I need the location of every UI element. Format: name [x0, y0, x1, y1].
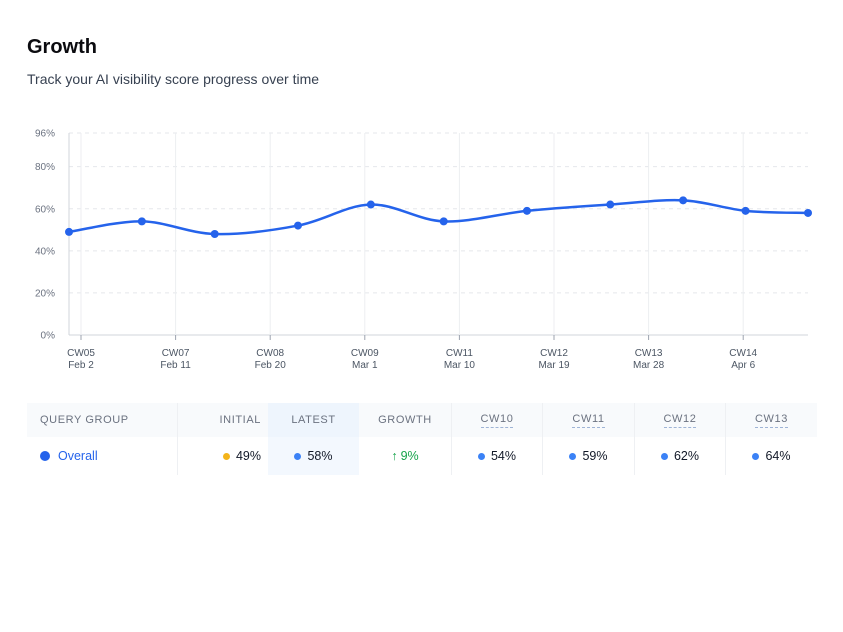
data-point	[65, 227, 73, 236]
header-week-4-label[interactable]: CW13	[755, 413, 788, 428]
data-point	[741, 206, 750, 215]
header-week-2[interactable]: CW11	[542, 403, 634, 437]
x-tick-week-label: CW05	[67, 348, 95, 359]
data-point	[522, 206, 531, 215]
header-week-4[interactable]: CW13	[725, 403, 817, 437]
header-week-1-label[interactable]: CW10	[480, 413, 514, 428]
x-tick-week-label: CW14	[729, 348, 757, 359]
y-tick-label: 40%	[35, 246, 55, 257]
x-tick-week-label: CW08	[256, 348, 284, 359]
header-week-3[interactable]: CW12	[634, 403, 725, 437]
x-tick-date-label: Mar 19	[538, 360, 570, 371]
x-tick-date-label: Mar 10	[444, 360, 476, 371]
x-tick-date-label: Apr 6	[731, 360, 755, 371]
week-4-value: 64%	[765, 449, 791, 463]
data-point	[606, 200, 615, 209]
header-week-3-label[interactable]: CW12	[663, 413, 697, 428]
data-point	[293, 221, 302, 230]
y-tick-label: 20%	[35, 288, 55, 299]
header-latest[interactable]: LATEST	[268, 403, 359, 437]
page-title: Growth	[27, 36, 97, 58]
x-tick-date-label: Mar 1	[352, 360, 378, 371]
row-week-4-cell: 64%	[725, 437, 817, 475]
group-color-dot	[40, 451, 50, 461]
data-point	[439, 217, 448, 226]
series-line	[67, 198, 810, 236]
week-1-value: 54%	[490, 449, 517, 463]
x-tick-week-label: CW12	[540, 348, 568, 359]
header-week-1[interactable]: CW10	[451, 403, 542, 437]
page-subtitle: Track your AI visibility score progress …	[27, 71, 320, 87]
x-tick-week-label: CW13	[635, 348, 663, 359]
growth-value: 9%	[400, 449, 419, 463]
header-growth[interactable]: GROWTH	[359, 403, 451, 437]
week-2-dot	[569, 452, 577, 460]
data-point	[804, 208, 812, 217]
week-3-value: 62%	[673, 449, 700, 463]
x-tick-date-label: Mar 28	[633, 360, 665, 371]
header-initial[interactable]: INITIAL	[177, 403, 268, 437]
data-point	[679, 196, 688, 205]
data-point	[210, 230, 219, 238]
row-latest-cell: 58%	[268, 437, 359, 475]
group-name[interactable]: Overall	[58, 449, 98, 463]
x-tick-week-label: CW09	[351, 348, 379, 359]
row-group-cell[interactable]: Overall	[27, 437, 177, 475]
latest-value: 58%	[307, 449, 333, 463]
y-tick-label: 96%	[35, 129, 55, 140]
y-tick-label: 60%	[35, 204, 55, 215]
row-week-1-cell: 54%	[451, 437, 542, 475]
chart-series	[65, 196, 812, 238]
growth-arrow-icon: ↑	[391, 449, 398, 463]
x-tick-date-label: Feb 11	[160, 360, 191, 371]
x-tick-date-label: Feb 2	[68, 360, 94, 371]
x-tick-date-label: Feb 20	[255, 360, 287, 371]
week-1-dot	[477, 452, 485, 460]
week-3-dot	[660, 452, 668, 460]
header-query-group[interactable]: QUERY GROUP	[27, 403, 177, 437]
header-week-2-label[interactable]: CW11	[572, 413, 605, 428]
y-tick-label: 80%	[35, 162, 55, 173]
week-4-dot	[752, 452, 760, 460]
data-point	[366, 200, 375, 209]
x-tick-week-label: CW11	[446, 348, 473, 359]
latest-dot	[294, 452, 302, 460]
growth-table: QUERY GROUP INITIAL LATEST GROWTH CW10 C…	[27, 403, 817, 475]
row-initial-cell: 49%	[177, 437, 268, 475]
initial-value: 49%	[235, 449, 261, 463]
row-week-2-cell: 59%	[542, 437, 634, 475]
row-week-3-cell: 62%	[634, 437, 725, 475]
row-growth-cell: ↑ 9%	[359, 437, 451, 475]
chart-grid	[69, 132, 808, 336]
data-point	[137, 217, 146, 226]
initial-dot	[222, 452, 230, 460]
x-tick-week-label: CW07	[162, 348, 190, 359]
week-2-value: 59%	[582, 449, 608, 463]
y-tick-label: 0%	[41, 331, 56, 342]
